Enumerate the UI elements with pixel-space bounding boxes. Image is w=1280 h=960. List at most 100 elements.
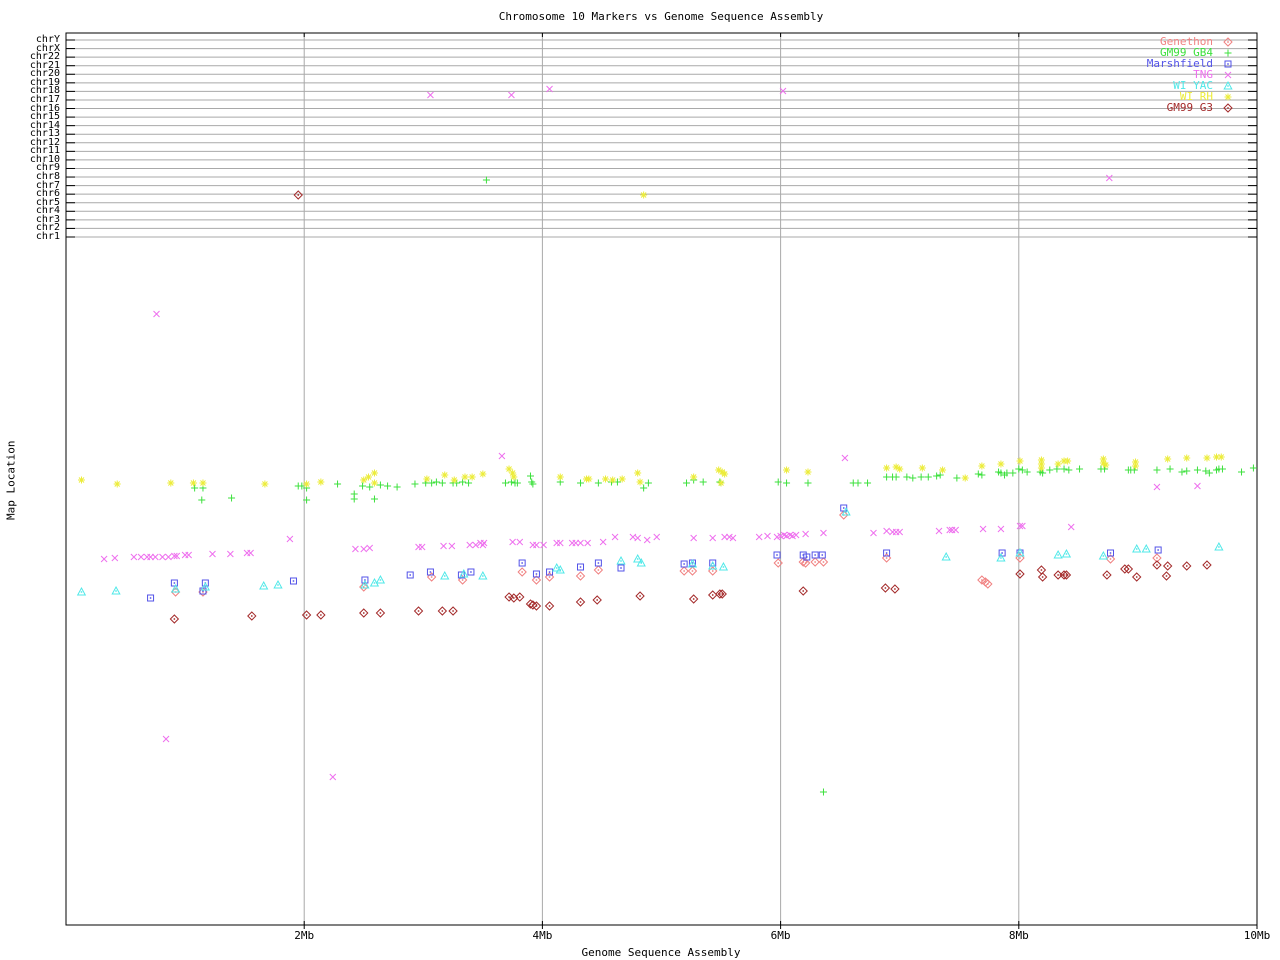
data-point-tng	[159, 553, 166, 561]
data-point-genethon	[839, 510, 849, 520]
data-point-gm99-g3-dot	[1165, 575, 1168, 577]
data-point-wi-yac-dot	[1000, 557, 1002, 559]
legend-marker	[1223, 80, 1233, 89]
data-point-tng	[185, 551, 193, 559]
data-point-wi-yac-dot	[277, 584, 279, 586]
data-point-genethon	[708, 566, 718, 576]
data-point-gm99-g3-dot	[379, 612, 382, 614]
data-point-wi-rh	[609, 476, 617, 484]
data-point-wi-yac-dot	[379, 579, 382, 581]
data-point-gm99-gb4	[482, 176, 490, 184]
data-point-genethon-dot	[597, 569, 600, 571]
data-point-marshfield-dot	[202, 590, 204, 592]
data-point-marshfield-dot	[470, 571, 472, 573]
data-point-marshfield	[883, 549, 891, 557]
data-point-gm99-g3-dot	[1206, 564, 1208, 566]
data-point-tng	[577, 539, 584, 547]
data-point-wi-rh	[1132, 458, 1140, 466]
data-point-gm99-gb4	[411, 480, 419, 488]
data-point-gm99-gb4	[953, 474, 961, 482]
chart-title: Chromosome 10 Markers vs Genome Sequence…	[498, 10, 824, 23]
data-point-gm99-g3	[1162, 561, 1173, 571]
data-point-genethon-dot	[885, 557, 888, 559]
data-point-wi-rh	[1217, 453, 1225, 461]
data-point-gm99-g3	[375, 608, 386, 618]
legend-marker-star-icon	[1224, 93, 1232, 100]
data-point-marshfield-dot	[776, 554, 778, 556]
data-point-gm99-gb4	[892, 473, 900, 481]
legend-marker-cross-icon	[1224, 71, 1232, 78]
data-point-gm99-gb4	[376, 481, 384, 489]
data-point-gm99-g3-dot	[1135, 576, 1138, 578]
data-point-wi-rh	[715, 466, 723, 474]
data-point-gm99-g3	[316, 610, 326, 620]
data-point-wi-yac	[1141, 543, 1151, 553]
data-point-genethon	[818, 557, 829, 567]
data-point-wi-yac-dot	[204, 586, 207, 588]
data-point-gm99-g3	[301, 610, 312, 620]
data-point-gm99-gb4	[1009, 469, 1017, 477]
data-point-gm99-gb4	[370, 495, 378, 503]
data-point-tng	[546, 85, 553, 93]
data-point-wi-yac	[941, 551, 951, 561]
data-point-wi-yac-dot	[845, 511, 847, 513]
data-point-marshfield	[818, 551, 826, 559]
data-point-gm99-g3	[1061, 570, 1072, 580]
data-point-wi-rh	[961, 474, 969, 482]
data-point-marshfield	[532, 570, 540, 578]
data-point-gm99-gb4	[366, 483, 374, 491]
data-point-tng	[516, 538, 524, 546]
data-point-gm99-g3	[359, 608, 369, 618]
data-point-gm99-gb4	[334, 480, 342, 488]
data-point-tng	[329, 773, 337, 781]
data-point-wi-rh	[1203, 454, 1211, 462]
data-point-gm99-g3	[525, 599, 536, 609]
data-point-marshfield	[170, 579, 178, 587]
data-point-wi-rh	[303, 480, 311, 488]
data-point-wi-yac-dot	[711, 565, 714, 567]
data-point-tng	[472, 541, 480, 549]
data-point-tng	[137, 553, 145, 561]
legend-entry: GM99 G3	[1147, 101, 1236, 114]
data-point-wi-rh	[370, 469, 378, 477]
data-point-gm99-gb4	[1015, 465, 1023, 473]
data-point-gm99-g3-dot	[320, 614, 322, 616]
data-point-gm99-g3	[169, 614, 180, 624]
data-point-gm99-g3-dot	[519, 596, 521, 598]
x-tick-label: 10Mb	[1243, 929, 1271, 942]
data-point-tng	[997, 525, 1005, 533]
data-point-gm99-gb4	[507, 478, 515, 486]
data-point-tng	[100, 555, 108, 563]
data-point-gm99-g3-dot	[1156, 564, 1158, 566]
data-point-tng	[1194, 482, 1201, 490]
data-point-genethon-dot	[548, 576, 551, 578]
chromosome-label: chr3	[35, 213, 60, 225]
data-point-gm99-gb4	[1238, 468, 1246, 476]
data-point-gm99-g3-dot	[363, 612, 365, 614]
data-point-wi-yac	[360, 579, 370, 589]
legend-label: GM99 GB4	[1160, 46, 1213, 59]
data-point-gm99-g3	[575, 597, 586, 607]
x-axis-label: Genome Sequence Assembly	[581, 946, 741, 959]
data-point-marshfield	[361, 576, 369, 584]
data-point-gm99-g3	[1037, 572, 1048, 582]
data-point-marshfield-dot	[842, 507, 845, 509]
data-point-gm99-gb4	[854, 479, 862, 487]
data-point-genethon-dot	[579, 575, 582, 577]
data-point-wi-rh	[441, 471, 449, 479]
data-point-gm99-gb4	[699, 478, 707, 486]
legend-marker	[1223, 102, 1233, 113]
chromosome-label: chr15	[29, 111, 60, 123]
data-point-tng	[366, 544, 374, 552]
data-point-gm99-g3	[448, 606, 458, 616]
data-point-tng	[498, 452, 506, 460]
data-point-wi-rh	[423, 475, 431, 483]
data-point-wi-yac	[76, 586, 87, 596]
data-point-wi-rh	[199, 479, 207, 487]
data-point-tng	[352, 545, 359, 553]
x-tick-label: 8Mb	[1008, 929, 1029, 942]
chromosome-label: chr19	[29, 76, 60, 88]
data-point-marshfield-dot	[620, 567, 622, 569]
data-point-gm99-gb4	[997, 469, 1005, 477]
data-point-genethon-dot	[777, 562, 779, 564]
